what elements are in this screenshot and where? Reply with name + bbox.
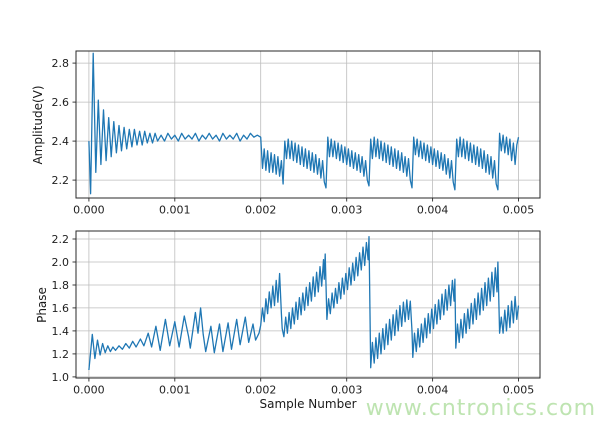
x-tick-label: 0.001 (159, 384, 191, 397)
y-tick-label: 2.6 (52, 96, 70, 109)
x-tick-label: 0.000 (73, 384, 105, 397)
phase-axes-frame (75, 230, 541, 379)
y-tick-label: 2.4 (52, 135, 70, 148)
x-tick-label: 0.000 (73, 204, 105, 217)
y-tick-label: 1.2 (52, 348, 70, 361)
x-tick-label: 0.004 (417, 204, 449, 217)
y-tick-label: 2.8 (52, 57, 70, 70)
x-tick-label: 0.005 (503, 204, 535, 217)
phase-axis-label: Phase (35, 287, 49, 323)
x-tick-label: 0.001 (159, 204, 191, 217)
amplitude-line (88, 52, 520, 195)
y-tick-label: 2.0 (52, 256, 70, 269)
amplitude-axis-label: Amplitude(V) (31, 85, 45, 165)
y-tick-label: 1.6 (52, 302, 70, 315)
y-tick-label: 1.0 (52, 371, 70, 384)
x-tick-label: 0.002 (245, 384, 277, 397)
y-tick-label: 1.8 (52, 279, 70, 292)
y-tick-label: 2.2 (52, 233, 70, 246)
x-tick-label: 0.003 (331, 204, 363, 217)
x-tick-label: 0.005 (503, 384, 535, 397)
x-tick-label: 0.002 (245, 204, 277, 217)
phase-line (88, 236, 520, 371)
amplitude-plot: 0.000 0.001 0.002 0.003 0.004 0.005 2.2 2.4 2.6 2… (52, 50, 541, 217)
x-tick-label: 0.004 (417, 384, 449, 397)
phase-plot: 0.000 0.001 0.002 0.003 0.004 0.005 1.0 1.2 1.4 1… (52, 230, 541, 397)
y-tick-label: 2.2 (52, 174, 70, 187)
amplitude-axes-frame (75, 50, 541, 199)
x-tick-label: 0.003 (331, 384, 363, 397)
x-axis-label: Sample Number (259, 397, 357, 411)
watermark: www.cntronics.com (365, 396, 596, 421)
y-tick-label: 1.4 (52, 325, 70, 338)
